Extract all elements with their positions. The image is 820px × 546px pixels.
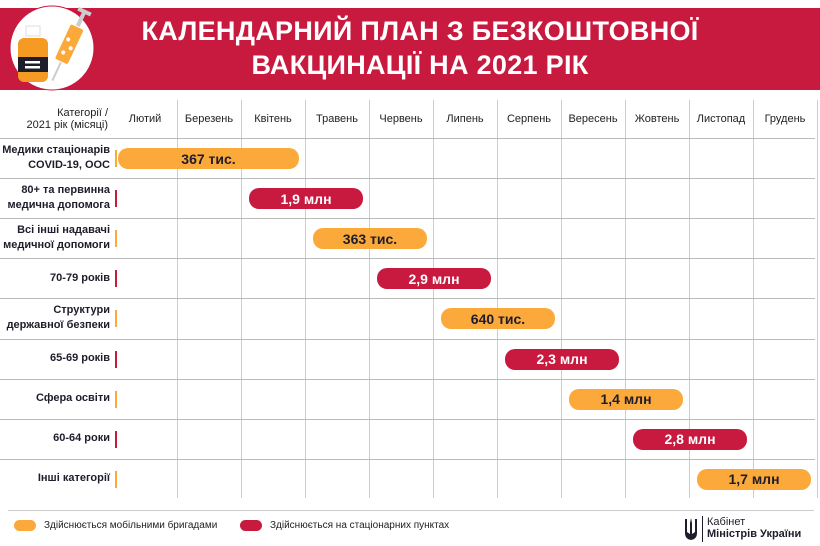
gantt-bar: 1,4 млн (569, 388, 683, 410)
gantt-bar: 1,9 млн (249, 188, 363, 210)
category-label: 60-64 роки (53, 419, 110, 459)
gantt-bar: 2,8 млн (633, 428, 747, 450)
category-marker (115, 190, 117, 208)
month-header: Травень (316, 113, 358, 125)
category-label: Структури державної безпеки (7, 298, 110, 338)
title-band (0, 8, 820, 90)
legend-item: Здійснюється мобільними бригадами (14, 520, 217, 531)
category-marker (115, 470, 117, 488)
vaccine-icon (9, 5, 95, 91)
trident-icon (685, 518, 697, 540)
cabinet-logo: Кабінет Міністрів України (707, 516, 801, 540)
month-header: Жовтень (634, 113, 680, 125)
row-gridline (0, 298, 815, 300)
corner-label-line-1: Категорії / (57, 107, 108, 119)
legend-label: Здійснюється мобільними бригадами (44, 520, 218, 531)
row-gridline (0, 258, 815, 260)
month-header: Липень (446, 113, 484, 125)
category-label-line1: 65-69 років (50, 352, 110, 365)
gantt-bar: 363 тис. (313, 228, 427, 250)
month-header: Грудень (764, 113, 806, 125)
legend-label: Здійснюється на стаціонарних пунктах (270, 520, 450, 531)
category-label-line1: 60-64 роки (53, 432, 110, 445)
corner-label: Категорії /2021 рік (місяці) (0, 100, 109, 138)
row-gridline (0, 418, 815, 420)
logo-divider (702, 516, 703, 542)
category-label-line2: державної безпеки (6, 319, 110, 332)
logo-line-2: Міністрів України (707, 528, 802, 540)
category-label: Всі інші надавачі медичної допомоги (3, 218, 110, 258)
category-label-line1: Інші категорії (37, 472, 110, 485)
row-gridline (0, 338, 815, 340)
category-label: 80+ та первинна медична допомога (7, 178, 110, 218)
category-label-line1: 70-79 років (50, 271, 110, 284)
category-label: Медики стаціонарів COVID-19, ООС (2, 138, 110, 178)
title-line-1: КАЛЕНДАРНИЙ ПЛАН З БЕЗКОШТОВНОЇ (141, 16, 699, 46)
category-label-line1: Медики стаціонарів (2, 144, 110, 157)
gantt-bar: 367 тис. (118, 148, 299, 170)
category-label-line1: Сфера освіти (36, 392, 110, 405)
category-marker (115, 270, 117, 288)
category-label: Сфера освіти (36, 379, 110, 419)
row-gridline (0, 178, 815, 180)
category-label-line1: 80+ та первинна (21, 184, 110, 197)
category-marker (115, 150, 117, 168)
title-line-2: ВАКЦИНАЦІЇ НА 2021 РІК (251, 50, 589, 80)
category-label: 65-69 років (50, 339, 110, 379)
footer-divider (8, 510, 814, 511)
page-title: КАЛЕНДАРНИЙ ПЛАН З БЕЗКОШТОВНОЇ ВАКЦИНАЦ… (110, 14, 730, 82)
month-header: Вересень (568, 113, 618, 125)
row-gridline (0, 218, 815, 220)
gantt-bar: 1,7 млн (697, 468, 811, 490)
row-gridline (0, 458, 815, 460)
category-label-line1: Структури (53, 304, 110, 317)
row-gridline (0, 138, 815, 139)
category-marker (115, 310, 117, 328)
logo-line-1: Кабінет (707, 516, 746, 528)
category-marker (115, 350, 117, 368)
category-label-line1: Всі інші надавачі (17, 224, 110, 237)
gantt-bar: 2,3 млн (505, 348, 619, 370)
category-label-line2: медична допомога (7, 199, 110, 212)
legend-item: Здійснюється на стаціонарних пунктах (240, 520, 449, 531)
month-header: Березень (184, 113, 234, 125)
month-gridline (817, 100, 818, 498)
legend-swatch (240, 520, 262, 531)
gantt-bar: 640 тис. (441, 308, 555, 330)
month-header: Серпень (506, 113, 552, 125)
category-marker (115, 230, 117, 248)
corner-label-line-2: 2021 рік (місяці) (26, 119, 109, 131)
category-label: 70-79 років (50, 258, 110, 298)
month-header: Квітень (254, 113, 292, 125)
row-gridline (0, 378, 815, 380)
month-header: Червень (379, 113, 423, 125)
month-header: Листопад (696, 113, 746, 125)
category-marker (115, 390, 117, 408)
category-marker (115, 430, 117, 448)
month-header: Лютий (128, 113, 162, 125)
category-label-line2: COVID-19, ООС (28, 159, 110, 172)
category-label: Інші категорії (38, 459, 110, 499)
gantt-bar: 2,9 млн (377, 268, 491, 290)
category-label-line2: медичної допомоги (3, 239, 110, 252)
legend-swatch (14, 520, 36, 531)
